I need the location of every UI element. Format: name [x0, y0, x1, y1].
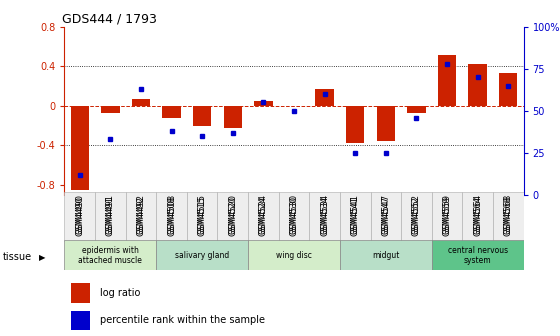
Text: GSM4530: GSM4530	[290, 194, 298, 234]
Bar	[438, 54, 456, 106]
Text: salivary gland: salivary gland	[175, 251, 229, 260]
Text: GSM4534: GSM4534	[320, 196, 329, 236]
Text: GSM4559: GSM4559	[442, 194, 451, 234]
Text: GSM4564: GSM4564	[473, 196, 482, 236]
Text: GSM4520: GSM4520	[228, 196, 237, 236]
Text: GSM4515: GSM4515	[198, 194, 207, 234]
Text: GSM4490: GSM4490	[75, 196, 84, 236]
Text: GSM4568: GSM4568	[504, 194, 513, 234]
Text: GSM4534: GSM4534	[320, 194, 329, 234]
Bar	[64, 240, 156, 270]
Text: GDS444 / 1793: GDS444 / 1793	[62, 13, 157, 26]
Bar	[193, 106, 211, 126]
Text: GSM4541: GSM4541	[351, 196, 360, 236]
Bar	[469, 65, 487, 106]
Text: GSM4524: GSM4524	[259, 194, 268, 234]
Bar	[340, 240, 432, 270]
Text: GSM4524: GSM4524	[259, 196, 268, 236]
Bar	[71, 283, 91, 303]
Text: log ratio: log ratio	[100, 288, 141, 298]
Text: tissue: tissue	[3, 252, 32, 262]
Text: GSM4508: GSM4508	[167, 196, 176, 236]
Text: GSM4492: GSM4492	[137, 194, 146, 234]
Bar	[187, 192, 217, 242]
Bar	[407, 106, 426, 113]
Bar	[493, 192, 524, 242]
Text: GSM4552: GSM4552	[412, 196, 421, 236]
Text: GSM4547: GSM4547	[381, 194, 390, 234]
Bar	[217, 192, 248, 242]
Bar	[248, 240, 340, 270]
Bar	[340, 192, 371, 242]
Bar	[132, 99, 150, 106]
Text: GSM4530: GSM4530	[290, 196, 298, 236]
Text: percentile rank within the sample: percentile rank within the sample	[100, 315, 265, 325]
Bar	[432, 192, 463, 242]
Bar	[71, 310, 91, 330]
Text: GSM4515: GSM4515	[198, 196, 207, 236]
Bar	[309, 192, 340, 242]
Bar	[279, 192, 309, 242]
Text: GSM4492: GSM4492	[137, 196, 146, 236]
Bar	[499, 73, 517, 106]
Bar	[254, 101, 273, 106]
Bar	[101, 106, 119, 113]
Bar	[315, 89, 334, 106]
Text: epidermis with
attached muscle: epidermis with attached muscle	[78, 246, 142, 265]
Bar	[346, 106, 365, 143]
Text: midgut: midgut	[372, 251, 399, 260]
Bar	[125, 192, 156, 242]
Bar	[71, 106, 89, 190]
Text: GSM4552: GSM4552	[412, 194, 421, 234]
Bar	[377, 106, 395, 140]
Bar	[156, 240, 248, 270]
Bar	[95, 192, 125, 242]
Text: GSM4508: GSM4508	[167, 194, 176, 234]
Text: ▶: ▶	[39, 253, 46, 261]
Bar	[371, 192, 401, 242]
Text: GSM4559: GSM4559	[442, 196, 451, 236]
Text: GSM4568: GSM4568	[504, 196, 513, 236]
Bar	[432, 240, 524, 270]
Bar	[463, 192, 493, 242]
Text: GSM4547: GSM4547	[381, 196, 390, 236]
Text: GSM4491: GSM4491	[106, 194, 115, 234]
Bar	[156, 192, 187, 242]
Bar	[64, 192, 95, 242]
Text: GSM4564: GSM4564	[473, 194, 482, 234]
Bar	[162, 106, 181, 118]
Text: GSM4491: GSM4491	[106, 196, 115, 236]
Bar	[223, 106, 242, 128]
Text: central nervous
system: central nervous system	[447, 246, 508, 265]
Bar	[401, 192, 432, 242]
Text: wing disc: wing disc	[276, 251, 312, 260]
Bar	[248, 192, 279, 242]
Text: GSM4541: GSM4541	[351, 194, 360, 234]
Text: GSM4520: GSM4520	[228, 194, 237, 234]
Text: GSM4490: GSM4490	[75, 194, 84, 234]
